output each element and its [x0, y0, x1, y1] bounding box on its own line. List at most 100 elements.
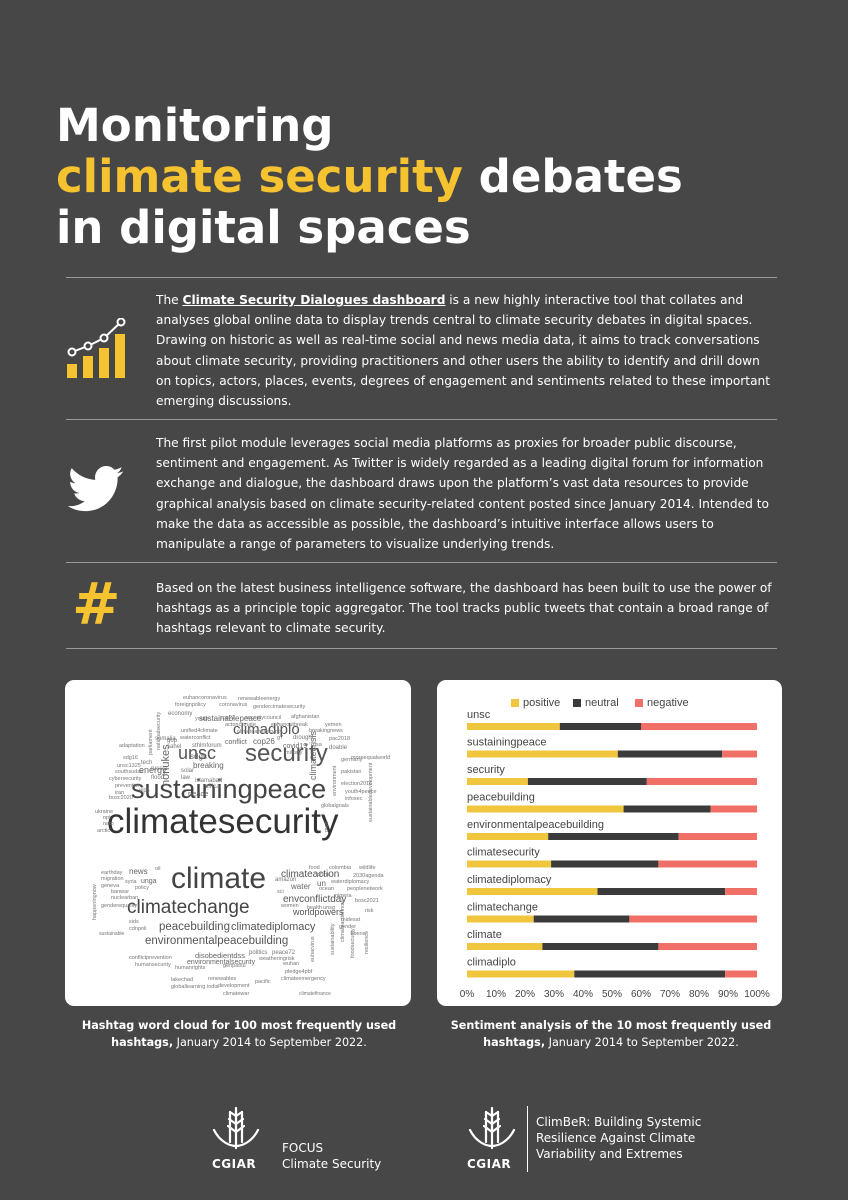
- wordcloud-word: politics: [249, 950, 268, 956]
- wordcloud-word: southsudan: [115, 769, 144, 775]
- bar-neutral: [559, 723, 641, 730]
- x-tick-label: 10%: [486, 989, 506, 1000]
- title-line-1: Monitoring: [56, 99, 334, 152]
- wordcloud-word: cop21: [220, 715, 235, 721]
- wordcloud-word: ukraine: [95, 809, 114, 815]
- wordcloud-word: peace: [188, 789, 209, 798]
- wordcloud-word: humanrights: [175, 965, 206, 971]
- footer-left-line2: Climate Security: [282, 1157, 382, 1171]
- wordcloud-word: sahel: [167, 744, 182, 750]
- wordcloud-word: npt: [103, 815, 111, 821]
- wordcloud-word: yemen: [325, 722, 342, 728]
- wordcloud-word: military: [285, 750, 303, 756]
- wordcloud-word: weatheringrisk: [259, 956, 295, 962]
- wordcloud-word: bosc2020: [109, 795, 133, 801]
- page-title: Monitoring climate security debates in d…: [56, 100, 816, 253]
- wordcloud-word: pac2018: [329, 736, 351, 742]
- bar-negative: [678, 833, 757, 840]
- wordcloud-word: energy: [139, 765, 167, 775]
- wordcloud-word: africa: [205, 784, 220, 790]
- wordcloud-word: globalgoals: [321, 803, 349, 809]
- wordcloud-word: climateemergency: [281, 976, 326, 982]
- section-1-text: The Climate Security Dialogues dashboard…: [156, 290, 776, 411]
- footer-divider: [527, 1106, 528, 1172]
- wordcloud-word: genpatsu: [223, 963, 246, 969]
- wordcloud-word: cop26: [253, 737, 275, 746]
- wordcloud-word: solar: [181, 768, 195, 774]
- wordcloud-word: food: [309, 865, 320, 871]
- sentiment-caption-bold: Sentiment analysis of the 10 most freque…: [450, 1019, 772, 1049]
- wordcloud-word: unified4climate: [181, 728, 218, 734]
- wordcloud-word: afghanistan: [291, 714, 320, 720]
- legend-label-neutral: neutral: [585, 697, 619, 709]
- wordcloud-word: gender: [339, 924, 357, 930]
- wordcloud-word: gendercimatesecurity: [253, 704, 306, 710]
- wordcloud-word: climatechange: [127, 897, 250, 918]
- hashtag-icon: #: [72, 570, 121, 638]
- wordcloud-word: islamabad: [195, 778, 223, 784]
- wordcloud-word: adaptation: [119, 743, 145, 749]
- footer-left-org: CGIAR: [212, 1157, 257, 1171]
- category-label: climate: [467, 929, 502, 941]
- wordcloud-word: globallearning: [171, 984, 206, 990]
- wordcloud-word: security: [245, 740, 328, 767]
- category-label: climatediplomacy: [467, 874, 552, 886]
- wordcloud-word: pakistan: [341, 769, 362, 775]
- bar-neutral: [597, 888, 726, 895]
- wordcloud-word: genderequality: [101, 903, 138, 909]
- wordcloud-word: flood: [151, 775, 165, 781]
- wordcloud-word: midesat: [341, 917, 361, 923]
- wordcloud-word: policy: [135, 885, 150, 891]
- wordcloud-word: water: [291, 882, 311, 891]
- wordcloud-word: environmentalsecurity: [187, 959, 256, 966]
- wordcloud-word: foodsecurity: [350, 928, 356, 958]
- wordcloud-caption-bold: Hashtag word cloud for 100 most frequent…: [81, 1019, 397, 1049]
- x-tick-label: 30%: [544, 989, 564, 1000]
- wordcloud-word: india: [207, 984, 219, 990]
- wordcloud-word: parliament: [148, 729, 154, 755]
- category-label: climadiplo: [467, 957, 516, 969]
- title-line-3: in digital spaces: [56, 201, 471, 254]
- wordcloud-word: waterconflict: [180, 735, 211, 741]
- wordcloud-word: pledge4pbf: [285, 969, 313, 975]
- bar-negative: [658, 860, 757, 868]
- twitter-bird-icon: [67, 466, 124, 512]
- wordcloud-word: sci: [277, 889, 284, 895]
- wordcloud-word: unga: [141, 878, 157, 885]
- bar-negative: [629, 915, 757, 923]
- bar-positive: [467, 723, 560, 730]
- wordcloud-word: youth4peace: [345, 789, 377, 795]
- wordcloud-word: euharvirus: [310, 936, 316, 962]
- wordcloud-word: coronavirus: [219, 702, 248, 708]
- category-label: climatechange: [467, 902, 538, 914]
- wordcloud-word: waterdiplomacy: [331, 879, 370, 885]
- bar-negative: [646, 778, 757, 785]
- bar-neutral: [574, 970, 726, 978]
- x-tick-label: 0%: [460, 989, 475, 1000]
- wordcloud-word: syria: [125, 879, 137, 885]
- wordcloud-word: actonclimate: [225, 722, 256, 728]
- divider: [66, 277, 777, 278]
- wordcloud-word: geneva: [101, 883, 120, 889]
- wordcloud-word: environmentalpeacebuilding: [145, 935, 289, 947]
- wordcloud-word: climatewar: [223, 991, 250, 997]
- wordcloud-word: bosc2021: [355, 898, 379, 904]
- dashboard-link[interactable]: Climate Security Dialogues dashboard: [182, 293, 446, 307]
- wordcloud-word: happeningnow: [92, 884, 98, 920]
- wordcloud-word: 2030agenda: [353, 873, 384, 879]
- bar-positive: [467, 805, 624, 813]
- x-tick-label: 50%: [602, 989, 622, 1000]
- cgiar-wheat-logo-icon: [468, 1106, 516, 1150]
- bar-positive: [467, 943, 543, 950]
- bar-neutral: [623, 805, 711, 813]
- wordcloud-word: nigeria: [335, 893, 352, 899]
- wordcloud-word: earthday: [101, 870, 123, 876]
- wordcloud-word: gop: [167, 738, 178, 744]
- chart-growth-icon: [67, 318, 126, 378]
- wordcloud-word: climateaction: [281, 869, 340, 880]
- wordcloud-word: renewableenergy: [238, 696, 281, 702]
- bar-neutral: [617, 750, 723, 758]
- wordcloud-word: usa: [313, 742, 322, 748]
- section-2-text: The first pilot module leverages social …: [156, 436, 769, 552]
- wordcloud-word: oil: [155, 866, 161, 872]
